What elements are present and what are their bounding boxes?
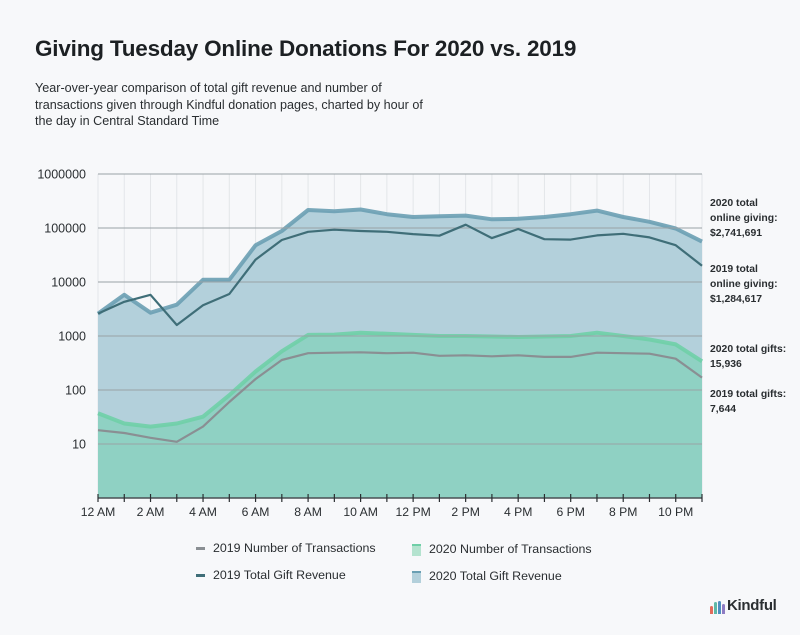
annotation-label: online giving: bbox=[710, 279, 778, 290]
chart-subtitle: Year-over-year comparison of total gift … bbox=[35, 81, 423, 128]
x-tick-label: 2 AM bbox=[137, 505, 165, 519]
logo-bar bbox=[710, 606, 713, 614]
x-tick-label: 4 PM bbox=[504, 505, 532, 519]
x-tick-label: 8 AM bbox=[294, 505, 322, 519]
area-outline-2020-number-of-transactions bbox=[97, 330, 704, 429]
x-tick-label: 6 AM bbox=[242, 505, 270, 519]
legend-swatch-icon bbox=[196, 573, 205, 577]
annotation-2020-revenue: 2020 total online giving: $2,741,691 bbox=[710, 196, 778, 241]
logo-bar bbox=[718, 601, 721, 614]
annotation-value: $1,284,617 bbox=[710, 294, 763, 305]
annotation-value: 7,644 bbox=[710, 404, 737, 415]
logo-bar bbox=[714, 602, 717, 614]
annotation-2020-gifts: 2020 total gifts: 15,936 bbox=[710, 342, 786, 372]
legend-label: 2019 Number of Transactions bbox=[213, 541, 376, 555]
y-axis-ticks: 10 100 1000 10000 100000 1000000 bbox=[37, 168, 86, 452]
x-tick-label: 12 PM bbox=[396, 505, 431, 519]
line-2019-total-gift-revenue bbox=[97, 223, 703, 327]
area-outline-2020-total-gift-revenue bbox=[96, 207, 703, 316]
y-tick-label: 10000 bbox=[51, 276, 86, 290]
annotation-value: 15,936 bbox=[710, 359, 742, 370]
brand-name: Kindful bbox=[727, 597, 777, 614]
annotation-2019-revenue: 2019 total online giving: $1,284,617 bbox=[710, 262, 778, 307]
x-tick-label: 8 PM bbox=[609, 505, 637, 519]
legend-swatch-icon bbox=[412, 544, 421, 556]
legend-label: 2020 Total Gift Revenue bbox=[429, 568, 562, 583]
legend-item-2020-transactions: 2020 Number of Transactions bbox=[412, 541, 592, 556]
horizontal-gridlines bbox=[98, 173, 702, 445]
annotation-label: 2020 total gifts: bbox=[710, 344, 787, 355]
legend-swatch-icon bbox=[412, 571, 421, 583]
y-tick-label: 1000 bbox=[58, 330, 86, 344]
area-2020-number-of-transactions bbox=[98, 332, 702, 498]
x-axis: 12 AM 2 AM 4 AM 6 AM 8 AM 10 AM 12 PM 2 PM 4 PM 6… bbox=[81, 494, 703, 519]
x-tick-label: 2 PM bbox=[451, 505, 479, 519]
legend-label: 2020 Number of Transactions bbox=[429, 541, 592, 556]
logo-bar bbox=[722, 604, 725, 614]
annotation-label: online giving: bbox=[710, 213, 778, 224]
legend-label: 2019 Total Gift Revenue bbox=[213, 568, 346, 582]
legend-swatch-icon bbox=[196, 546, 205, 550]
line-series bbox=[97, 223, 703, 443]
legend-item-2020-revenue: 2020 Total Gift Revenue bbox=[412, 568, 562, 583]
x-tick-label: 10 AM bbox=[343, 505, 378, 519]
kindful-logo-icon bbox=[710, 601, 726, 614]
annotation-label: 2019 total bbox=[710, 264, 758, 275]
x-tick-label: 10 PM bbox=[658, 505, 693, 519]
legend-item-2019-revenue: 2019 Total Gift Revenue bbox=[196, 568, 346, 582]
chart-title: Giving Tuesday Online Donations For 2020… bbox=[35, 36, 577, 61]
annotation-value: $2,741,691 bbox=[710, 228, 763, 239]
legend-item-2019-transactions: 2019 Number of Transactions bbox=[196, 541, 376, 555]
y-tick-label: 10 bbox=[72, 438, 86, 452]
annotation-label: 2020 total bbox=[710, 198, 758, 209]
annotation-2019-gifts: 2019 total gifts: 7,644 bbox=[710, 387, 786, 417]
annotation-label: 2019 total gifts: bbox=[710, 389, 787, 400]
x-tick-label: 12 AM bbox=[81, 505, 116, 519]
y-tick-label: 100 bbox=[65, 384, 86, 398]
x-tick-label: 6 PM bbox=[556, 505, 584, 519]
kindful-logo: Kindful bbox=[710, 597, 777, 614]
y-tick-label: 100000 bbox=[44, 222, 86, 236]
x-tick-label: 4 AM bbox=[189, 505, 217, 519]
y-tick-label: 1000000 bbox=[37, 168, 86, 182]
line-2019-number-of-transactions bbox=[97, 351, 703, 443]
